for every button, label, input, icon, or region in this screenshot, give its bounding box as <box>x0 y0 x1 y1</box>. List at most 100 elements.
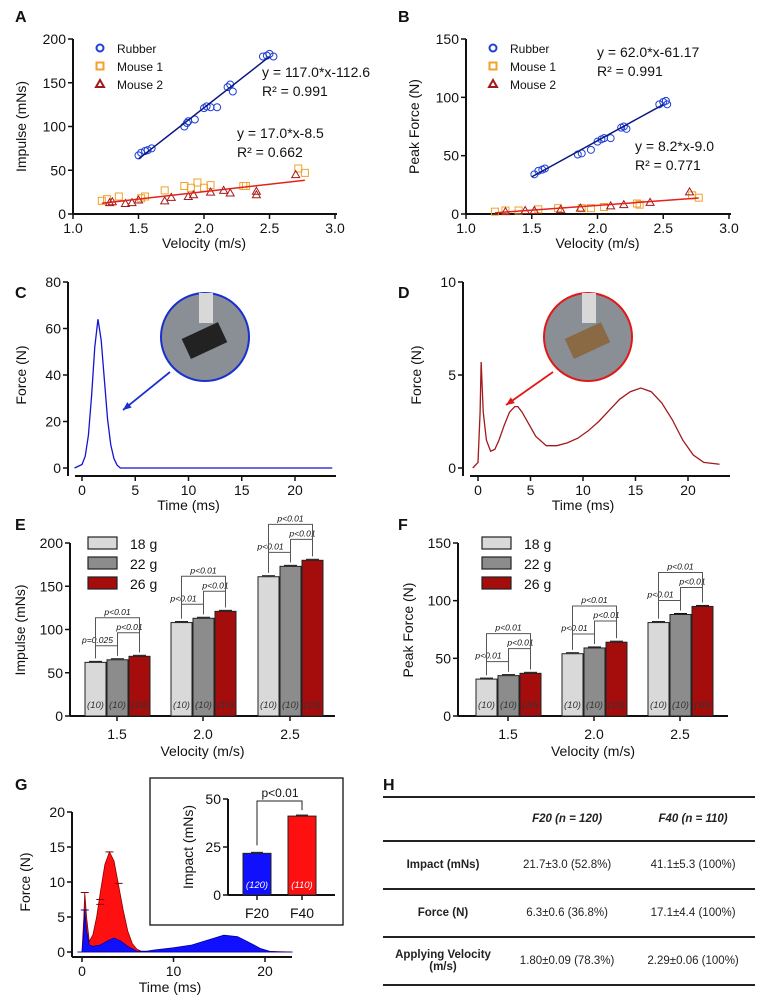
p-value-label: p<0.01 <box>288 528 316 538</box>
sample-size-label: (10) <box>87 700 104 711</box>
y-tick-label: 0 <box>57 944 65 960</box>
significance-bracket <box>486 661 509 676</box>
y-axis-label: Force (N) <box>408 345 424 404</box>
sample-size-label: (120) <box>246 880 268 891</box>
sample-size-label: (10) <box>672 700 689 711</box>
sample-size-label: (110) <box>291 880 312 891</box>
x-tick-label: 20 <box>287 482 303 498</box>
x-tick-label: 1.5 <box>498 726 518 742</box>
x-tick-label: 2.0 <box>584 726 604 742</box>
y-tick-label: 50 <box>50 162 66 178</box>
data-point-circle <box>269 52 278 61</box>
p-value-label: p<0.01 <box>189 565 217 575</box>
y-tick-label: 150 <box>428 535 452 551</box>
sample-size-label: (10) <box>650 700 667 711</box>
pointer-arrow <box>505 371 554 406</box>
panel-label-f: F <box>398 517 408 534</box>
y-tick-label: 150 <box>436 31 460 47</box>
legend-marker <box>95 43 105 53</box>
panel-label-d: D <box>398 285 410 302</box>
legend-label: Mouse 2 <box>117 78 163 92</box>
y-tick-label: 5 <box>57 909 65 925</box>
x-tick-label: 2.5 <box>670 726 690 742</box>
table-cell: 6.3±0.6 (36.8%) <box>503 889 632 938</box>
x-tick-label: 1.0 <box>456 220 476 236</box>
row-header: Force (N) <box>383 889 503 938</box>
x-tick-label: 2.5 <box>654 220 674 236</box>
x-tick-label: 15 <box>628 482 644 498</box>
p-value-label: p<0.01 <box>201 580 229 590</box>
sample-size-label: (10) <box>500 700 517 711</box>
x-tick-label: 5 <box>131 482 139 498</box>
data-point-triangle <box>251 189 262 199</box>
sample-size-label: (10) <box>217 700 234 711</box>
x-tick-label: 1.5 <box>522 220 542 236</box>
y-tick-label: 5 <box>448 367 456 383</box>
p-value-label: p<0.01 <box>646 590 674 600</box>
bar <box>106 659 129 717</box>
mouse-photo <box>564 322 611 359</box>
data-point-circle <box>663 100 672 109</box>
sample-size-label: (10) <box>478 700 495 711</box>
bar <box>669 614 692 717</box>
data-point-circle <box>202 102 211 111</box>
y-axis-label: Peak Force (N) <box>406 79 422 174</box>
y-tick-label: 100 <box>428 593 452 609</box>
fit-r-squared: R² = 0.991 <box>262 83 328 99</box>
y-tick-label: 10 <box>49 874 65 890</box>
y-tick-label: 150 <box>43 75 67 91</box>
fit-line <box>494 197 699 214</box>
p-value-label: p<0.01 <box>560 623 588 633</box>
data-point-square <box>586 204 595 213</box>
legend-label: 22 g <box>524 556 551 572</box>
y-tick-label: 0 <box>58 206 66 222</box>
bar <box>170 622 193 717</box>
data-point-square <box>490 207 499 216</box>
y-tick-label: 0 <box>213 887 221 903</box>
table-row: Impact (mNs) 21.7±3.0 (52.8%) 41.1±5.3 (… <box>383 841 755 890</box>
sample-size-label: (10) <box>109 700 126 711</box>
x-tick-label: 2.0 <box>194 220 214 236</box>
legend-label: Mouse 1 <box>510 60 556 74</box>
legend-label: Rubber <box>117 42 156 56</box>
arrow-head-icon <box>123 402 132 410</box>
sample-size-label: (10) <box>131 700 148 711</box>
bar <box>128 655 151 717</box>
p-value-label: p<0.01 <box>474 651 502 661</box>
sample-size-label: (10) <box>173 700 190 711</box>
y-tick-label: 0 <box>53 460 61 476</box>
table-header-cell: F20 (n = 120) <box>503 796 632 842</box>
y-tick-label: 50 <box>443 148 459 164</box>
y-tick-label: 50 <box>205 791 221 807</box>
significance-bracket <box>181 575 226 619</box>
pointer-arrow <box>122 371 171 411</box>
y-tick-label: 200 <box>43 31 67 47</box>
row-header: Applying Velocity (m/s) <box>383 937 503 986</box>
data-point-circle <box>213 103 222 112</box>
data-point-circle <box>606 134 615 143</box>
y-axis-label: Impact (mNs) <box>180 805 196 889</box>
legend-label: Mouse 1 <box>117 60 163 74</box>
data-point-triangle <box>225 187 236 197</box>
significance-bracket <box>181 603 204 619</box>
sample-size-label: (10) <box>195 700 212 711</box>
legend-marker <box>488 43 498 53</box>
legend-swatch <box>87 576 118 590</box>
x-axis-label: Velocity (m/s) <box>160 743 244 759</box>
table-cell: 2.29±0.06 (100%) <box>631 937 755 986</box>
y-tick-label: 15 <box>49 839 65 855</box>
y-tick-label: 0 <box>443 708 451 724</box>
data-point-circle <box>190 115 199 124</box>
x-axis-label: Time (ms) <box>552 497 614 513</box>
panel-label-c: C <box>15 285 27 302</box>
legend-label: 26 g <box>130 576 157 592</box>
impactor-photo <box>199 293 213 323</box>
data-point-square <box>141 192 150 201</box>
data-point-triangle <box>166 192 177 201</box>
p-value-label: p<0.01 <box>261 786 298 800</box>
y-tick-label: 100 <box>40 622 64 638</box>
table-cell: 1.80±0.09 (78.3%) <box>503 937 632 986</box>
x-tick-label: 2.0 <box>588 220 608 236</box>
legend-swatch <box>87 536 118 550</box>
p-value-label: p<0.01 <box>115 622 143 632</box>
